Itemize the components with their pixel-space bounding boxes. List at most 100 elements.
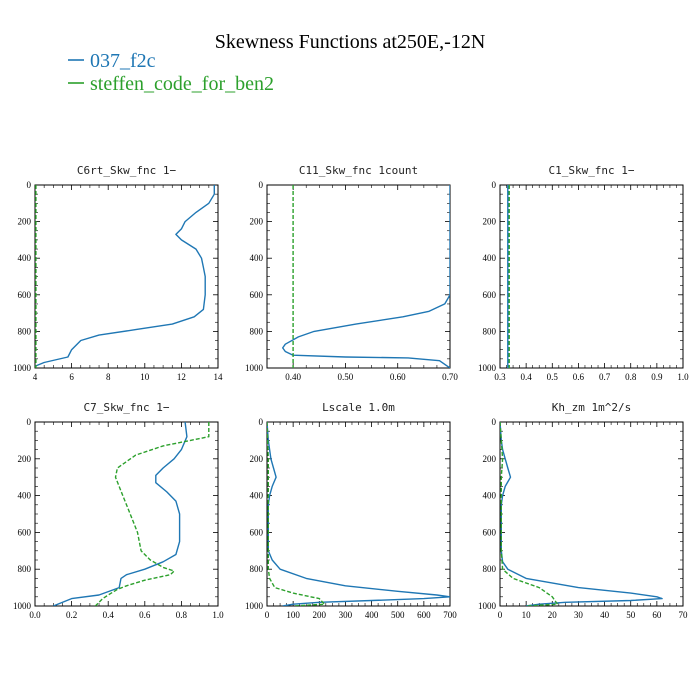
y-tick-label: 600 [250, 290, 264, 300]
legend-label-037-f2c: 037_f2c [90, 50, 156, 72]
y-tick-label: 0 [27, 417, 32, 427]
x-tick-label: 6 [69, 372, 74, 382]
y-tick-label: 1000 [13, 601, 32, 611]
x-tick-label: 4 [33, 372, 38, 382]
figure-title: Skewness Functions at250E,-12N [215, 31, 486, 53]
y-tick-label: 600 [18, 527, 32, 537]
x-tick-label: 10 [140, 372, 150, 382]
x-tick-label: 0.6 [139, 610, 151, 620]
series-line-steffen [500, 422, 559, 606]
x-tick-label: 14 [214, 372, 224, 382]
x-tick-label: 0.8 [625, 372, 637, 382]
y-tick-label: 0 [27, 180, 32, 190]
x-tick-label: 70 [679, 610, 689, 620]
x-tick-label: 10 [522, 610, 532, 620]
x-tick-label: 0.7 [599, 372, 611, 382]
y-tick-label: 1000 [478, 363, 497, 373]
series-group [35, 185, 215, 368]
x-tick-label: 700 [443, 610, 457, 620]
y-tick-label: 0 [259, 417, 264, 427]
y-tick-label: 600 [18, 290, 32, 300]
series-line-037-f2c [35, 185, 215, 367]
panel-title: C11_Skw_fnc 1count [299, 164, 418, 177]
figure-legend: 037_f2c steffen_code_for_ben2 [68, 50, 274, 95]
x-tick-label: 50 [626, 610, 636, 620]
y-tick-label: 200 [18, 454, 32, 464]
x-tick-label: 1.0 [677, 372, 689, 382]
y-tick-label: 200 [18, 217, 32, 227]
y-tick-label: 400 [483, 491, 497, 501]
x-tick-label: 0.50 [338, 372, 354, 382]
x-tick-label: 600 [417, 610, 431, 620]
x-tick-label: 0 [265, 610, 270, 620]
x-tick-label: 0.5 [547, 372, 559, 382]
panel-title: Kh_zm 1m^2/s [552, 401, 631, 414]
panel-4: C7_Skw_fnc 1− 0.0 0.2 0.4 0.6 0.8 1.0 0 200 400 60… [13, 401, 224, 620]
y-tick-label: 1000 [245, 601, 264, 611]
y-tick-label: 800 [18, 326, 32, 336]
x-tick-label: 8 [106, 372, 111, 382]
x-tick-label: 200 [313, 610, 327, 620]
x-tick-label: 100 [286, 610, 300, 620]
x-tick-label: 12 [177, 372, 186, 382]
panel-3: C1_Skw_fnc 1− 0.3 0.4 0.5 0.6 0.7 0.8 0.9 1.0 0 20… [478, 164, 689, 382]
y-tick-label: 400 [250, 253, 264, 263]
series-group [267, 422, 450, 606]
y-tick-label: 200 [483, 454, 497, 464]
y-tick-label: 400 [18, 253, 32, 263]
y-tick-label: 600 [250, 527, 264, 537]
x-tick-label: 0.4 [103, 610, 115, 620]
panel-title: C6rt_Skw_fnc 1− [77, 164, 177, 177]
panel-title: C1_Skw_fnc 1− [548, 164, 634, 177]
x-tick-label: 40 [600, 610, 610, 620]
y-tick-label: 400 [18, 491, 32, 501]
y-tick-label: 800 [483, 564, 497, 574]
y-tick-label: 1000 [245, 363, 264, 373]
series-line-steffen [267, 422, 326, 606]
series-group [507, 185, 510, 368]
panel-title: Lscale 1.0m [322, 401, 395, 414]
x-tick-label: 20 [548, 610, 558, 620]
x-tick-label: 300 [339, 610, 353, 620]
x-tick-label: 0.8 [176, 610, 188, 620]
series-group [500, 422, 663, 606]
series-group [282, 185, 450, 368]
x-tick-label: 0.3 [494, 372, 506, 382]
x-tick-label: 0 [498, 610, 503, 620]
legend-label-steffen: steffen_code_for_ben2 [90, 73, 274, 95]
y-tick-label: 600 [483, 527, 497, 537]
y-tick-label: 200 [250, 217, 264, 227]
y-tick-label: 200 [483, 217, 497, 227]
x-tick-label: 0.2 [66, 610, 77, 620]
y-tick-label: 0 [492, 180, 497, 190]
y-tick-label: 800 [250, 326, 264, 336]
series-line-037-f2c [282, 185, 450, 368]
x-tick-label: 1.0 [212, 610, 224, 620]
series-line-037-f2c [267, 422, 450, 606]
panel-6: Kh_zm 1m^2/s 0 10 20 30 40 50 60 70 0 200 400 600 800… [478, 401, 688, 620]
x-tick-label: 0.4 [521, 372, 533, 382]
x-tick-label: 0.60 [390, 372, 406, 382]
y-tick-label: 800 [483, 326, 497, 336]
x-tick-label: 0.9 [651, 372, 663, 382]
plot-frame [266, 421, 451, 607]
series-group [53, 422, 210, 606]
x-tick-label: 0.70 [442, 372, 458, 382]
plot-frame [266, 184, 451, 369]
plot-frame [499, 184, 684, 369]
x-tick-label: 0.0 [29, 610, 41, 620]
panel-1: C6rt_Skw_fnc 1− 4 6 8 10 12 14 0 200 400 600 800 100… [13, 164, 223, 382]
y-tick-label: 400 [483, 253, 497, 263]
x-tick-label: 400 [365, 610, 379, 620]
x-tick-label: 30 [574, 610, 584, 620]
y-tick-label: 1000 [478, 601, 497, 611]
y-tick-label: 600 [483, 290, 497, 300]
panel-2: C11_Skw_fnc 1count 0.40 0.50 0.60 0.70 0 200 40… [245, 164, 458, 382]
x-tick-label: 0.40 [285, 372, 301, 382]
y-tick-label: 0 [492, 417, 497, 427]
x-tick-label: 0.6 [573, 372, 585, 382]
series-line-037-f2c [53, 422, 188, 606]
y-tick-label: 1000 [13, 363, 32, 373]
series-line-037-f2c [500, 422, 663, 606]
